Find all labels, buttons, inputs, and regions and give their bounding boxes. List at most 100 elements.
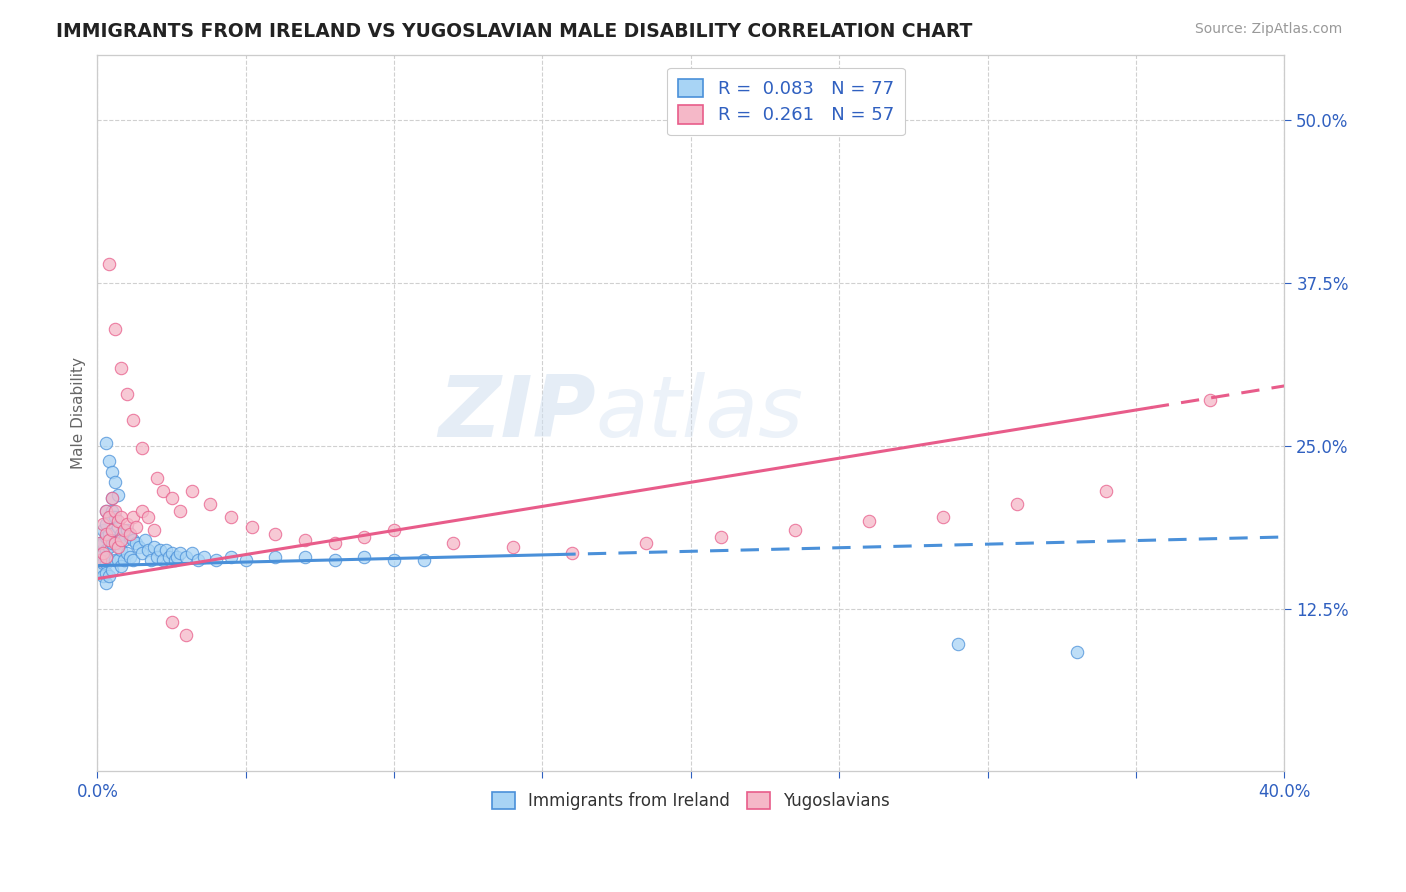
Point — [96, 575, 118, 590]
Point — [96, 516, 118, 531]
Point — [323, 536, 346, 550]
Point — [502, 541, 524, 555]
Y-axis label: Male Disability: Male Disability — [72, 358, 86, 469]
Point — [136, 510, 159, 524]
Point — [101, 491, 124, 505]
Point — [98, 510, 121, 524]
Point — [125, 536, 148, 550]
Point — [101, 465, 124, 479]
Point — [122, 413, 145, 427]
Point — [104, 321, 127, 335]
Point — [89, 536, 111, 550]
Point — [166, 549, 188, 564]
Text: Source: ZipAtlas.com: Source: ZipAtlas.com — [1195, 22, 1343, 37]
Point — [561, 546, 583, 560]
Point — [163, 553, 186, 567]
Point — [353, 549, 375, 564]
Point — [98, 510, 121, 524]
Point — [152, 553, 174, 567]
Point — [169, 504, 191, 518]
Point — [101, 504, 124, 518]
Point — [112, 524, 135, 538]
Point — [98, 454, 121, 468]
Point — [101, 491, 124, 505]
Point — [294, 533, 316, 547]
Point — [98, 541, 121, 555]
Point — [1199, 393, 1222, 408]
Point — [219, 510, 242, 524]
Point — [323, 553, 346, 567]
Point — [412, 553, 434, 567]
Point — [160, 615, 183, 629]
Point — [294, 549, 316, 564]
Point — [104, 533, 127, 547]
Point — [131, 504, 153, 518]
Point — [142, 541, 165, 555]
Point — [89, 536, 111, 550]
Point — [96, 436, 118, 450]
Point — [110, 527, 132, 541]
Point — [181, 484, 204, 499]
Point — [382, 553, 405, 567]
Point — [122, 553, 145, 567]
Point — [382, 524, 405, 538]
Point — [118, 527, 141, 541]
Point — [176, 627, 198, 641]
Point — [91, 546, 114, 560]
Point — [104, 536, 127, 550]
Point — [96, 566, 118, 581]
Point — [155, 543, 177, 558]
Point — [205, 553, 228, 567]
Point — [107, 541, 129, 555]
Point — [134, 533, 156, 547]
Point — [131, 442, 153, 456]
Point — [96, 556, 118, 570]
Point — [96, 549, 118, 564]
Point — [89, 562, 111, 576]
Point — [118, 530, 141, 544]
Point — [91, 536, 114, 550]
Point — [107, 488, 129, 502]
Point — [112, 533, 135, 547]
Point — [149, 543, 172, 558]
Point — [89, 549, 111, 564]
Point — [110, 360, 132, 375]
Point — [98, 569, 121, 583]
Point — [160, 491, 183, 505]
Point — [858, 514, 880, 528]
Point — [110, 533, 132, 547]
Point — [98, 256, 121, 270]
Point — [709, 530, 731, 544]
Point — [125, 519, 148, 533]
Point — [443, 536, 465, 550]
Point — [128, 541, 150, 555]
Point — [98, 553, 121, 567]
Point — [98, 533, 121, 547]
Point — [139, 553, 162, 567]
Point — [101, 536, 124, 550]
Point — [91, 556, 114, 570]
Point — [91, 546, 114, 560]
Point — [193, 549, 215, 564]
Point — [98, 527, 121, 541]
Point — [104, 504, 127, 518]
Point — [91, 524, 114, 538]
Point — [181, 546, 204, 560]
Point — [1066, 644, 1088, 658]
Point — [187, 553, 209, 567]
Point — [946, 637, 969, 651]
Point — [1007, 497, 1029, 511]
Point — [96, 530, 118, 544]
Point — [169, 546, 191, 560]
Point — [107, 553, 129, 567]
Point — [353, 530, 375, 544]
Point — [96, 504, 118, 518]
Point — [107, 514, 129, 528]
Point — [240, 519, 263, 533]
Point — [107, 536, 129, 550]
Point — [176, 549, 198, 564]
Point — [264, 549, 287, 564]
Point — [122, 533, 145, 547]
Point — [145, 549, 167, 564]
Point — [96, 543, 118, 558]
